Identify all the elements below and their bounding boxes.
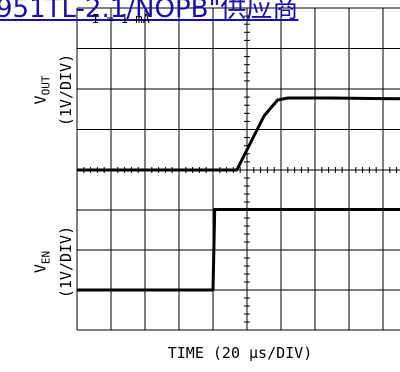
supplier-link[interactable]: 951TL-2.1/NOPB"供应商: [0, 0, 299, 24]
ven-ylabel: VEN: [31, 250, 53, 274]
ven-grid: [76, 169, 400, 331]
vout-ylabel: VOUT: [31, 75, 53, 105]
vout-scale-label: (1V/DIV): [57, 53, 75, 127]
ven-scale-label: (1V/DIV): [57, 225, 75, 299]
load-condition-label: I = 1 mA: [92, 12, 150, 26]
ven-trace: [77, 208, 400, 292]
x-axis-label: TIME (20 μs/DIV): [167, 344, 313, 362]
traces: [77, 96, 400, 292]
vout-grid: [76, 7, 400, 173]
vout-trace: [77, 96, 400, 172]
